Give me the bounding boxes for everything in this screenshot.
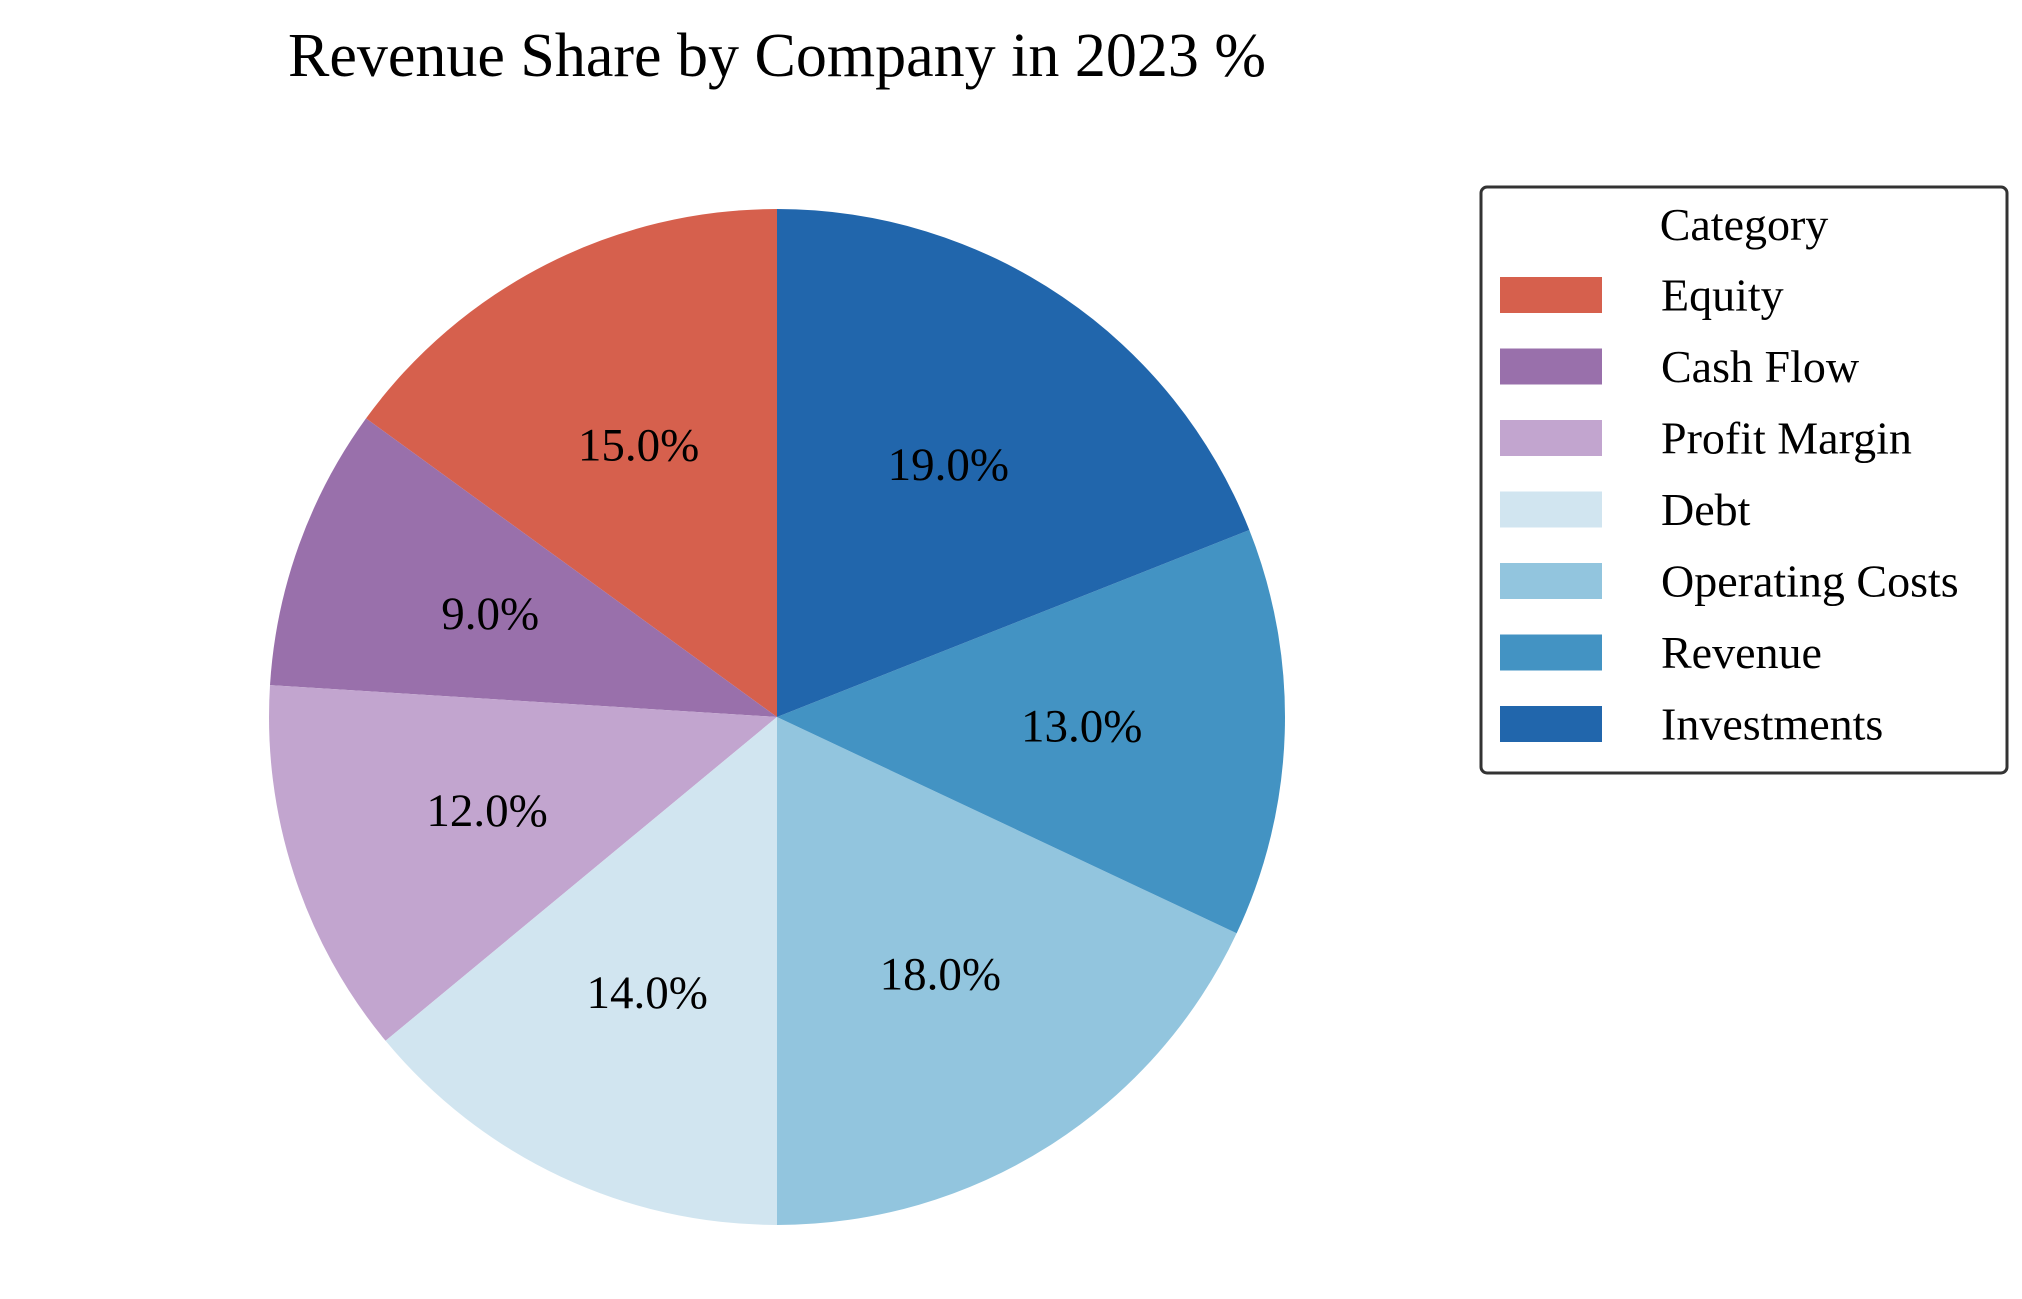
pie [269,208,1285,1225]
slice-label-cash-flow: 9.0% [441,588,539,640]
pie-slice-operating-costs [777,717,1237,1225]
legend-label-operating-costs: Operating Costs [1661,556,1959,607]
pie-labels: 15.0% 9.0% 12.0% 14.0% 18.0% 13.0% 19.0% [426,419,1142,1018]
legend-swatch-debt [1500,491,1602,528]
legend-item-revenue: Revenue [1500,627,1822,678]
pie-slice-profit-margin [269,685,777,1041]
legend-label-revenue: Revenue [1661,627,1822,678]
legend-frame [1479,185,2009,775]
pie-slice-cash-flow [270,418,777,717]
legend-label-debt: Debt [1661,484,1751,535]
legend-label-investments: Investments [1661,699,1883,750]
legend-item-equity: Equity [1500,270,1784,321]
legend-swatch-equity [1500,277,1602,313]
slice-label-equity: 15.0% [578,419,699,471]
legend-title: Category [1660,199,1829,250]
legend-swatch-operating-costs [1500,563,1602,599]
pie-slice-investments [777,208,1250,717]
legend: Category Equity Cash Flow Profit Margin Deb… [1479,185,2009,775]
pie-slice-equity [366,209,777,717]
legend-item-operating-costs: Operating Costs [1500,556,1959,607]
slice-label-revenue: 13.0% [1021,701,1142,753]
legend-swatch-revenue [1500,634,1602,671]
legend-item-investments: Investments [1500,699,1883,750]
legend-item-profit-margin: Profit Margin [1500,413,1912,464]
chart-title: Revenue Share by Company in 2023 % [288,22,1266,90]
slice-label-operating-costs: 18.0% [880,948,1001,1000]
slice-label-debt: 14.0% [587,967,708,1019]
slice-label-investments: 19.0% [888,439,1009,491]
legend-swatch-investments [1500,706,1602,742]
pie-slice-debt [385,717,777,1225]
legend-item-cash-flow: Cash Flow [1500,341,1860,392]
legend-item-debt: Debt [1500,484,1751,535]
pie-slice-revenue [777,529,1285,934]
legend-swatch-profit-margin [1500,420,1602,456]
legend-swatch-cash-flow [1500,348,1602,385]
legend-label-equity: Equity [1661,270,1784,321]
slice-label-profit-margin: 12.0% [426,785,547,837]
legend-label-cash-flow: Cash Flow [1661,341,1860,392]
legend-label-profit-margin: Profit Margin [1661,413,1912,464]
legend-items: Equity Cash Flow Profit Margin Debt Operatin… [1500,270,1959,750]
